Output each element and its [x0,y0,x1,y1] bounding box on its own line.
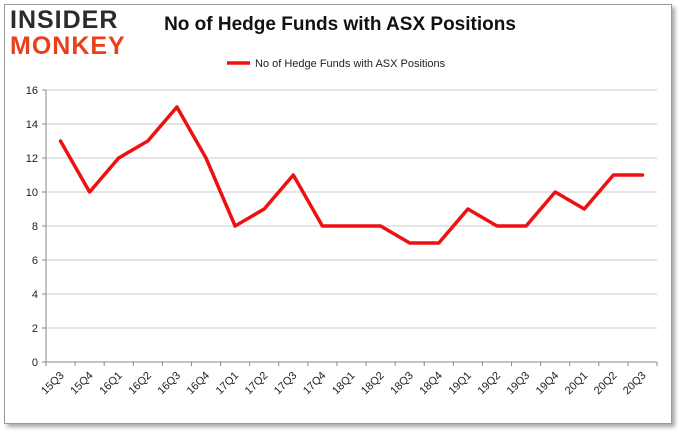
x-tick-label: 16Q4 [185,370,213,398]
y-tick-labels: 0 2 4 6 8 10 12 14 16 [26,85,38,369]
brand-logo-line1: INSIDER [10,6,119,34]
x-tick-labels: 15Q3 15Q4 16Q1 16Q2 16Q3 16Q4 17Q1 17Q2 17Q3 17Q4… [39,370,648,398]
y-tick-label: 12 [26,153,38,165]
series-line [58,105,645,245]
brand-logo: INSIDER MONKEY [10,8,126,59]
x-tick-label: 16Q3 [156,370,184,398]
y-tick-label: 2 [32,323,38,335]
axes [42,89,658,366]
y-tick-label: 8 [32,221,38,233]
y-tick-label: 16 [26,85,38,97]
y-tick-label: 6 [32,255,38,267]
series-layer [58,105,645,245]
x-tick-label: 19Q4 [534,370,562,398]
x-tick-label: 17Q4 [301,370,329,398]
x-tick-label: 19Q3 [505,370,533,398]
x-tick-label: 18Q4 [417,370,445,398]
x-tick-label: 15Q3 [39,370,67,398]
chart-frame [4,4,672,424]
x-tick-label: 19Q1 [446,370,474,398]
x-tick-label: 16Q2 [126,370,154,398]
x-tick-label: 20Q3 [621,370,649,398]
x-tick-label: 19Q2 [476,370,504,398]
x-tick-label: 16Q1 [97,370,125,398]
x-tick-label: 17Q1 [214,370,242,398]
x-tick-label: 15Q4 [68,370,96,398]
x-tick-label: 18Q3 [388,370,416,398]
x-tick-label: 20Q2 [592,370,620,398]
y-tick-label: 10 [26,187,38,199]
y-tick-label: 0 [32,357,38,369]
x-tick-label: 20Q1 [563,370,591,398]
x-tick-label: 18Q2 [359,370,387,398]
x-tick-label: 17Q2 [243,370,271,398]
x-tick-label: 18Q1 [330,370,358,398]
legend-label: No of Hedge Funds with ASX Positions [255,58,446,70]
y-tick-label: 4 [32,289,38,301]
chart-title: No of Hedge Funds with ASX Positions [164,14,516,35]
brand-logo-line2: MONKEY [10,32,126,60]
y-tick-label: 14 [26,119,38,131]
x-tick-label: 17Q3 [272,370,300,398]
legend: No of Hedge Funds with ASX Positions [227,58,446,70]
